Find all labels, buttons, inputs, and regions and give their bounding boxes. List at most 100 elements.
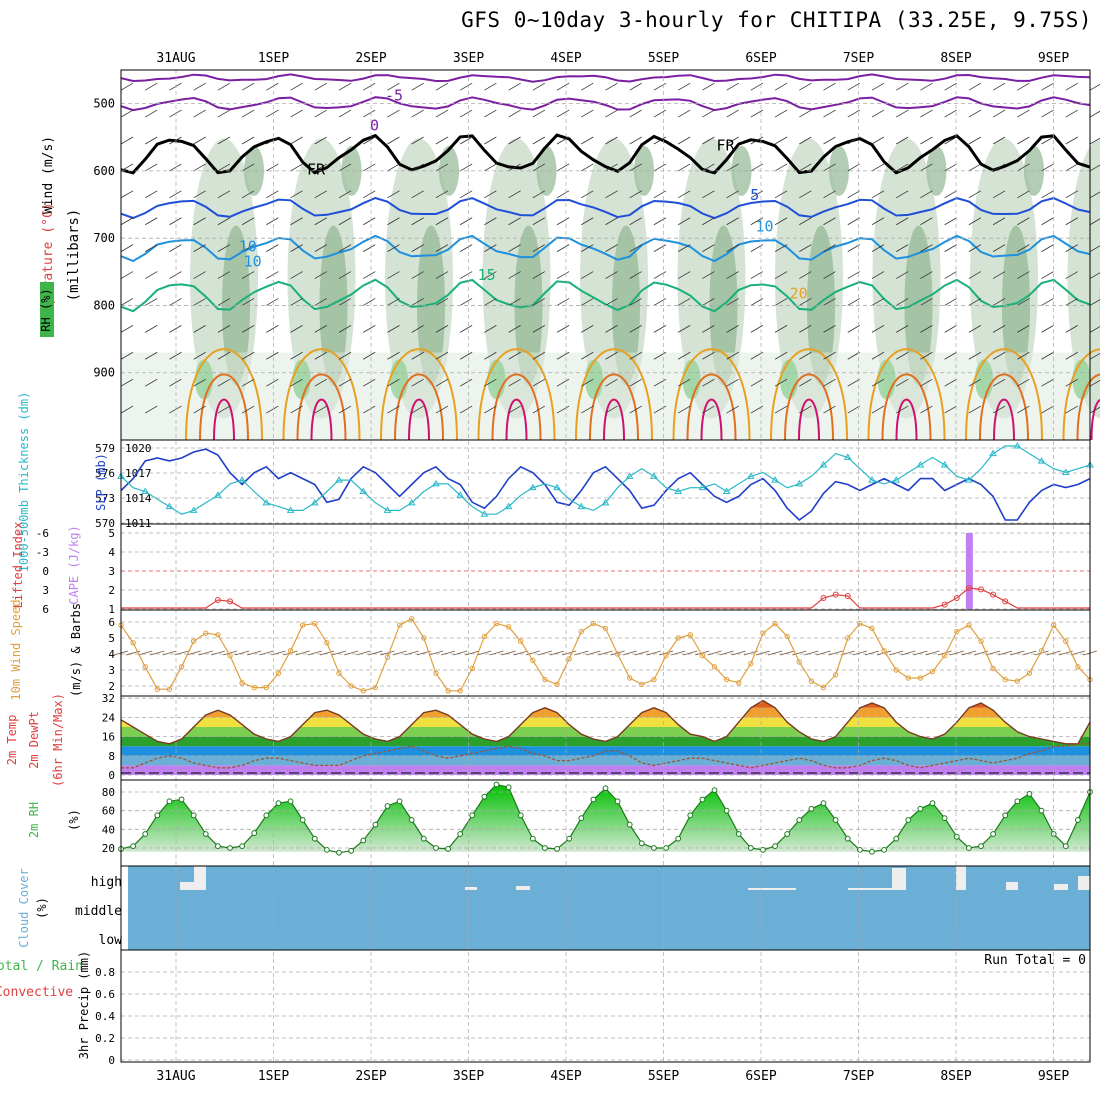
wind-barb [944,405,957,414]
thickness-point [1061,468,1070,476]
wind-barb [992,378,1006,387]
wind-speed-point [736,680,742,686]
wind-barb [532,109,546,118]
wind-barb [920,325,933,333]
wind-barb [726,351,739,360]
wind-barb [120,217,134,226]
wind-barb [1041,405,1054,414]
wind-speed-point [784,633,790,640]
wind-barb [387,405,400,414]
wind-barb [871,82,885,91]
isotherm-20 [185,348,263,441]
wind10m-barb [247,650,262,656]
wind-barb [1041,82,1054,91]
wind-barb [653,351,667,360]
wind-speed-point [421,635,427,641]
thickness-point [964,476,973,483]
wind-barb [702,378,715,387]
wind-barb [1065,298,1078,306]
rh-point [832,817,839,823]
wind-barb [1089,218,1100,226]
wind-barb [387,190,400,199]
wind-barb [1041,351,1054,360]
rh-unit-label: (%) [67,809,81,831]
thickness-point [795,479,804,487]
wind-barb [677,244,691,252]
isotherm-30 [505,398,528,441]
isotherm-label: 10 [239,238,257,256]
wind-speed-point [748,660,754,667]
wind-barb [266,351,279,360]
isotherm-20 [1062,348,1100,441]
wind-barb [290,271,303,279]
thickness-point [577,502,586,510]
wind-barb [677,163,691,172]
wind-barb [992,217,1006,226]
lifted-index-point [1002,598,1009,605]
wind-barb [532,163,546,172]
day-label-bottom: 6SEP [745,1069,776,1084]
rh-point [178,796,185,803]
wind10m-barb [150,650,165,656]
rh-point [965,845,972,851]
wind-barb [484,163,497,172]
wind-tick-label: 6 [108,616,115,629]
wind-barb [459,378,473,387]
precip-tick-label: 0.2 [95,1032,115,1045]
wind-barb [459,405,473,414]
wind10m-barb [646,650,662,656]
wind10m-barb [949,650,964,656]
wind-barb [435,217,449,226]
cape-tick-label: 4 [108,546,115,559]
rh-point [893,835,900,842]
upper-side-label-wind: Wind (m/s) [41,136,56,214]
day-label-top: 8SEP [940,51,971,66]
wind-barb [363,298,376,306]
wind-barb [1017,190,1030,199]
wind-barb [484,217,497,226]
rh-point [1038,807,1045,814]
wind-barb [653,82,667,91]
wind-barb [1017,298,1030,306]
wind-barb [145,82,158,91]
wind-barb [968,190,982,199]
wind-barb [605,244,618,252]
wind-barb [193,351,206,360]
thickness-side-label: 1000-500mb Thickness (dm) [17,392,31,573]
precip-total-label: Total / Rain [0,959,83,974]
wind-barb [435,244,449,252]
day-label-top: 2SEP [355,51,386,66]
rh-point [978,843,984,850]
wind-barb [677,351,691,360]
thickness-tick-label: 579 [95,442,115,455]
wind-barb [750,298,764,306]
wind10m-barb [913,650,928,656]
wind-barb [605,109,618,118]
thickness-point [189,506,198,513]
wind-barb [1065,405,1078,414]
rh-point [735,831,742,837]
wind-barb [629,217,642,226]
wind10m-barb [307,650,322,656]
wind-barb [1089,245,1100,252]
wind-barb [145,136,158,145]
wind-barb [484,109,497,118]
wind-barb [605,325,618,333]
wind-barb [145,217,158,226]
rh-area-70 [341,145,362,196]
wind-barb [532,298,546,306]
wind-barb [363,351,376,360]
rh-point [711,787,718,794]
wind-barb [217,244,231,252]
wind-barb [120,378,134,387]
cape-tick-label: 3 [108,565,115,578]
thickness-point [480,510,489,517]
wind-barb [847,351,860,360]
wind-barb [1041,271,1054,279]
thickness-point [746,472,755,479]
rh-point [953,833,960,840]
thickness-point [650,472,658,479]
wind-speed-point [905,675,912,681]
rh-point [566,835,573,842]
wind-barb [459,217,473,226]
